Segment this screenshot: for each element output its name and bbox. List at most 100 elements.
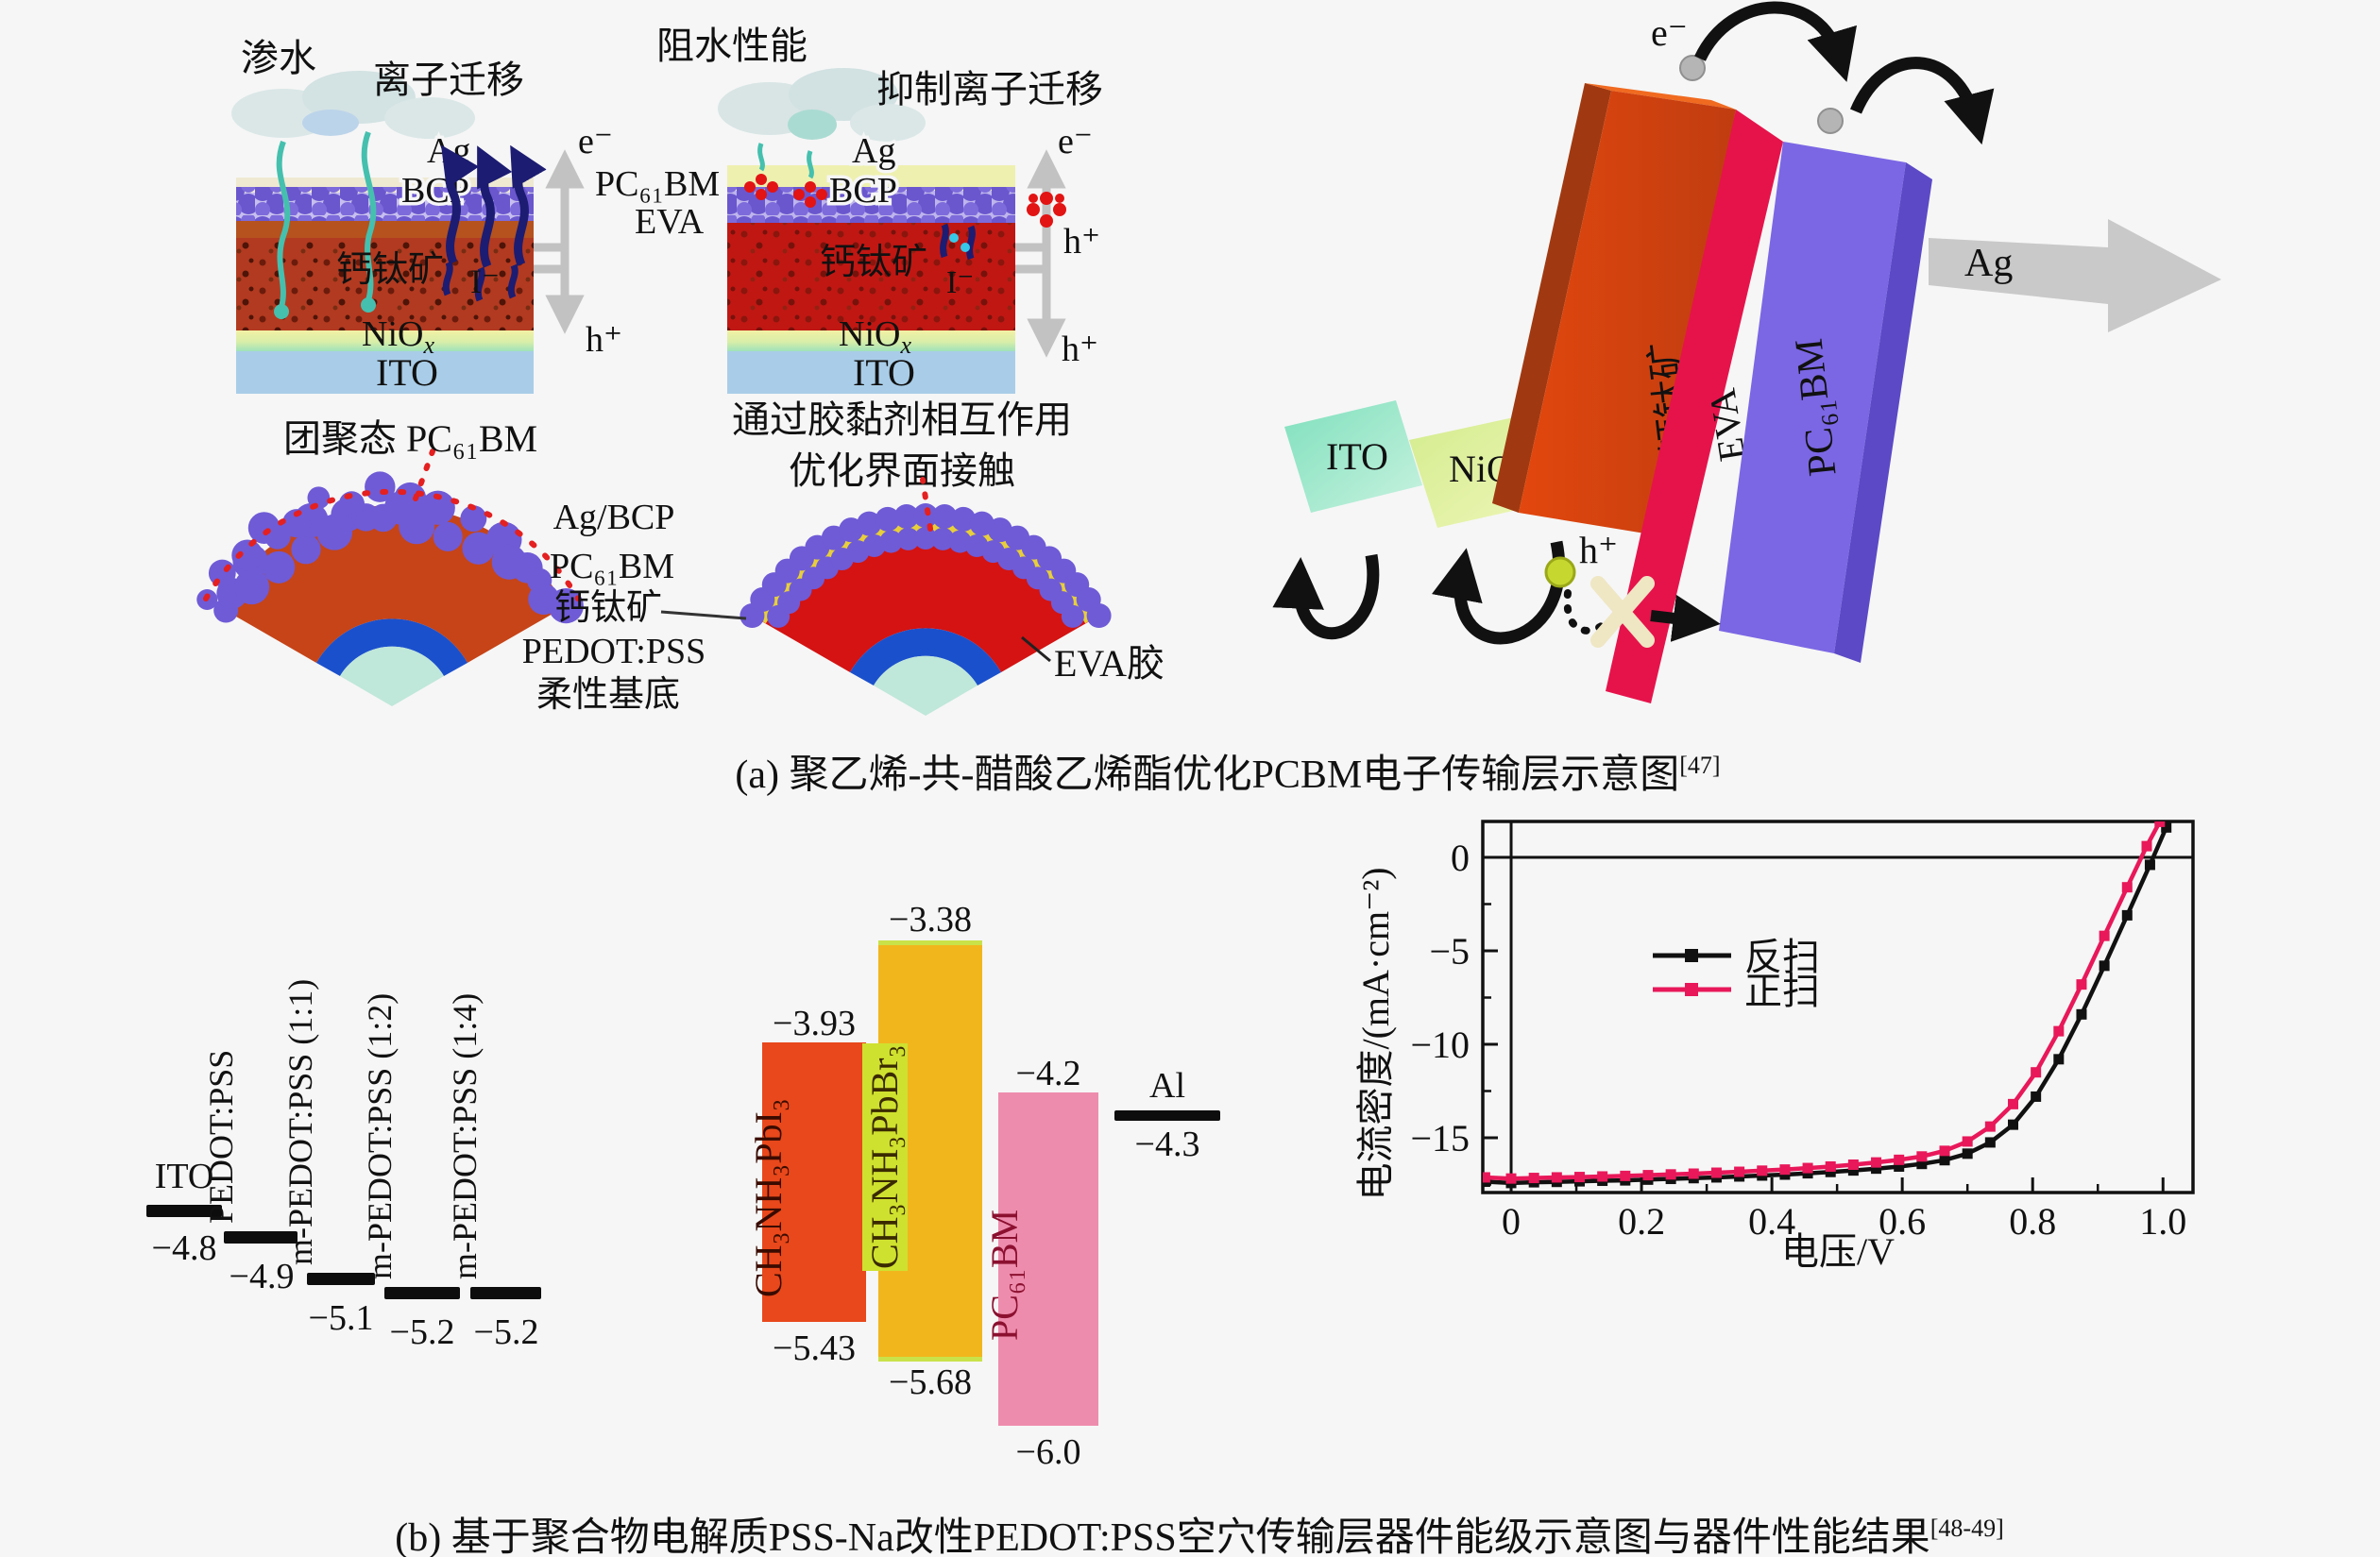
jv-xtick-label: 0.2 [1618, 1200, 1665, 1243]
niox-layer [727, 330, 1015, 351]
electron-ball [1679, 55, 1706, 81]
layer-label-perovskite: 钙钛矿 [554, 588, 662, 628]
jv-marker [1688, 1168, 1699, 1179]
jv-xtick-label: 0.8 [2009, 1200, 2056, 1243]
niox-layer [236, 330, 534, 351]
bar-top-mapbbr3: −3.38 [889, 900, 972, 939]
band-bar-pcbm [998, 1092, 1098, 1426]
level-name-pedotpss: PEDOT:PSS [202, 1049, 240, 1224]
label-ito: ITO [853, 351, 915, 394]
level-line-mpedot11 [307, 1273, 375, 1285]
jv-marker [2144, 859, 2155, 871]
label-aggregated-pcbm: 团聚态 PC₆₁BM [283, 417, 537, 460]
jv-marker [1573, 1172, 1585, 1183]
device-stack-protected: 阻水性能 抑制离子迁移 Ag BCP 钙钛矿 I⁻ NiOx ITO [656, 25, 1103, 394]
jv-marker [2121, 882, 2133, 893]
jv-marker [1894, 1154, 1905, 1165]
legend-label-reverse: 反扫 [1744, 936, 1820, 978]
jv-ytick-label: 0 [1451, 837, 1470, 879]
caption-a-prefix: (a) [735, 753, 780, 797]
level-name-ito: ITO [154, 1157, 214, 1196]
jv-marker [1894, 1160, 1905, 1172]
label-pcbm-mid: PC₆₁BM [595, 164, 720, 204]
label-iodide: I⁻ [946, 265, 974, 300]
jv-xlabel: 电压/V [1781, 1230, 1895, 1273]
bar-top-mapbi3: −3.93 [773, 1004, 856, 1043]
label-electron-1: e⁻ [578, 122, 613, 161]
bar-name-mapbi3: CH₃NH₃PbI₃ [747, 1098, 790, 1297]
label-water-blocking: 阻水性能 [656, 25, 808, 67]
cluster-outline-dotted [203, 488, 581, 601]
level-name-mpedot12: m-PEDOT:PSS (1:2) [361, 992, 399, 1279]
caption-b-ref: [48-49] [1930, 1515, 2004, 1542]
jv-marker [1802, 1168, 1813, 1179]
caption-a: (a) 聚乙烯-共-醋酸乙烯酯优化PCBM电子传输层示意图[47] [567, 742, 1889, 800]
label-ion-migration: 离子迁移 [373, 59, 524, 101]
electron-ball [1817, 108, 1844, 134]
jv-marker [1916, 1159, 1928, 1170]
jv-marker [2099, 960, 2110, 972]
jv-series-正扫 [1483, 821, 2166, 1184]
level-value-pedotpss: −4.9 [229, 1257, 295, 1296]
hole-loop-arrow [1272, 553, 1380, 640]
jv-ytick-label: −5 [1429, 930, 1470, 973]
label-ag-3d: Ag [1964, 242, 2013, 285]
jv-marker [2076, 979, 2087, 990]
jv-line [1485, 826, 2168, 1186]
jv-marker [1779, 1164, 1791, 1176]
jv-marker [1710, 1167, 1722, 1178]
label-hole-1: h⁺ [586, 320, 622, 360]
level-value-mpedot11: −5.1 [308, 1298, 374, 1338]
layer-label-pedotpss: PEDOT:PSS [522, 632, 706, 671]
jv-marker [2053, 1054, 2065, 1065]
label-bcp: BCP [829, 171, 897, 211]
jv-marker [2099, 930, 2110, 941]
caption-a-text: 聚乙烯-共-醋酸乙烯酯优化PCBM电子传输层示意图 [789, 753, 1680, 797]
blocked-cross-icon [1027, 192, 1066, 228]
perovskite-speckle [727, 223, 1015, 330]
jv-curve-chart: 0 0.2 0.4 0.6 0.8 1.0 0 −5 −10 −15 反扫 正扫 电流密度/(mA… [1354, 820, 2195, 1273]
panel-a-schematic: 渗水 离子迁移 Ag BCP I⁻ 钙钛矿 NiOx ITO e⁻ h⁺ PC₆… [196, 1, 2221, 716]
label-hole-3d: h⁺ [1579, 529, 1618, 571]
ion-arrows [441, 144, 547, 302]
blocked-mark-icon [744, 174, 827, 208]
jv-marker [2141, 840, 2152, 852]
jv-marker [1984, 1137, 1996, 1148]
blocked-exit-arrow [1650, 594, 1721, 642]
level-name-mpedot11: m-PEDOT:PSS (1:1) [281, 978, 319, 1265]
jv-marker [1757, 1165, 1768, 1176]
label-ag: Ag [852, 131, 895, 171]
jv-marker [1597, 1171, 1608, 1182]
jv-marker [1642, 1170, 1654, 1181]
fan-layer-labels: Ag/BCP PC₆₁BM 钙钛矿 PEDOT:PSS 柔性基底 [522, 498, 747, 715]
layer-label-pcbm: PC₆₁BM [550, 547, 674, 586]
jv-marker [1734, 1166, 1745, 1177]
legend-label-forward: 正扫 [1744, 970, 1820, 1012]
label-suppress-ion: 抑制离子迁移 [876, 68, 1103, 110]
layer-label-substrate: 柔性基底 [536, 675, 680, 715]
bar-bottom-mapbi3: −5.43 [773, 1329, 856, 1368]
jv-marker [1962, 1148, 1973, 1159]
trapped-ions-icon [940, 223, 976, 261]
band-bar-mapbi3 [762, 1042, 866, 1322]
level-line-pedotpss [224, 1231, 298, 1244]
jv-ylabel: 电流密度/(mA·cm⁻²) [1354, 867, 1397, 1200]
caption-b-text: 基于聚合物电解质PSS-Na改性PEDOT:PSS空穴传输层器件能级示意图与器件… [450, 1516, 1930, 1557]
hole-blocked-path-dotted [1563, 589, 1609, 635]
jv-marker [2031, 1091, 2042, 1102]
level-value-mpedot14: −5.2 [473, 1312, 539, 1352]
label-eva-mid: EVA [635, 202, 705, 242]
jv-xtick-label: 1.0 [2139, 1200, 2186, 1243]
label-electron-2: e⁻ [1058, 122, 1093, 161]
bar-top-pcbm: −4.2 [1015, 1054, 1081, 1093]
label-perovskite: 钙钛矿 [820, 243, 927, 282]
ito-layer [727, 351, 1015, 394]
legend-marker-forward [1685, 983, 1698, 996]
device-stack-degraded: 渗水 离子迁移 Ag BCP I⁻ 钙钛矿 NiOx ITO [231, 37, 547, 394]
jv-marker [2161, 821, 2172, 833]
label-hole-mid: h⁺ [1063, 222, 1100, 262]
perovskite-slab-top [1585, 83, 1736, 110]
jv-xtick-label: 0.4 [1748, 1200, 1795, 1243]
caption-a-ref: [47] [1679, 752, 1721, 779]
pcbm-clusters [196, 471, 584, 624]
